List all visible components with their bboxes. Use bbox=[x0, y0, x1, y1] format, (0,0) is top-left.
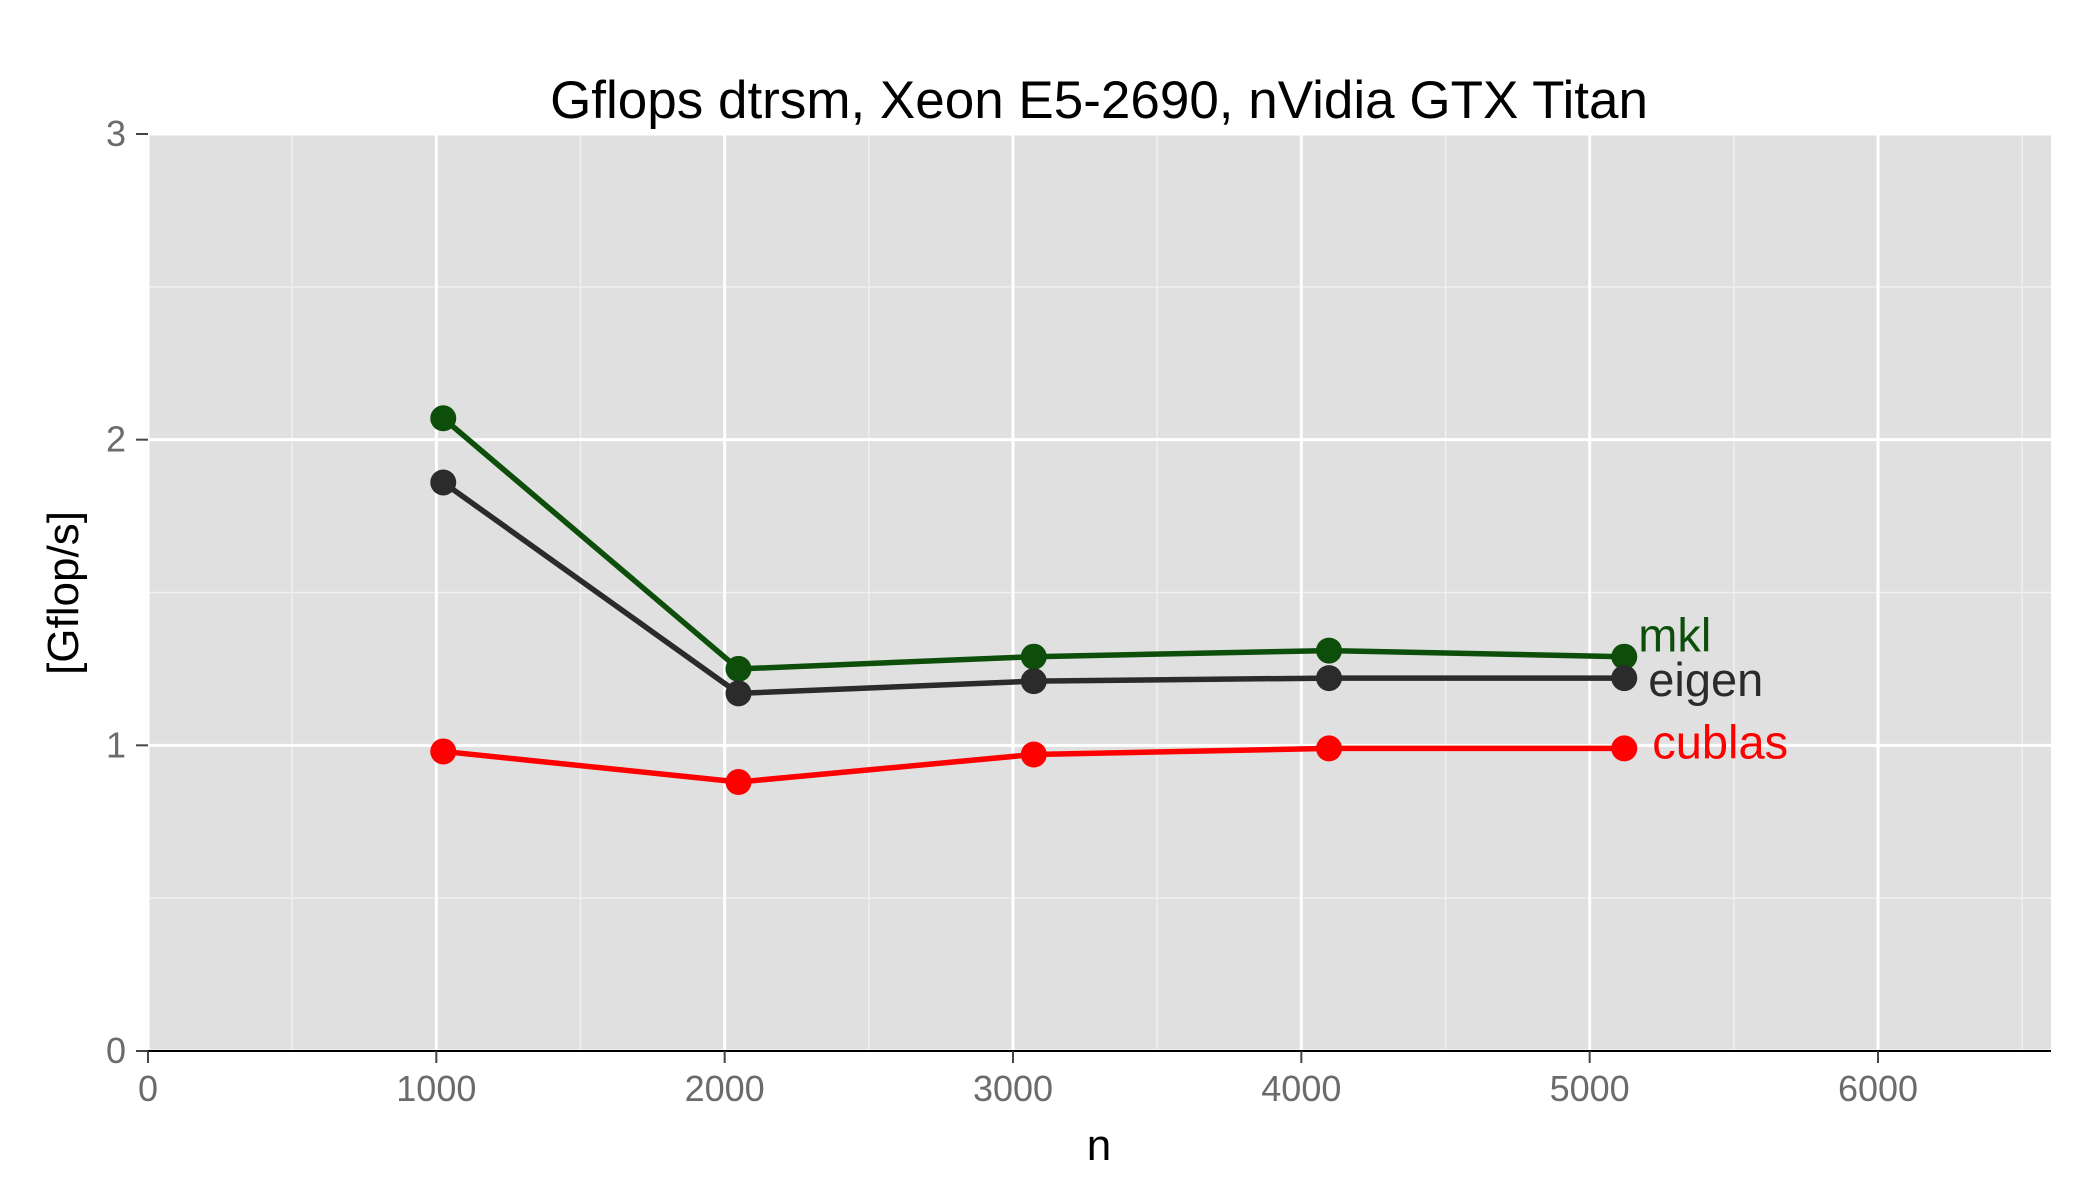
data-point-mkl bbox=[1611, 643, 1638, 670]
x-tick-label: 5000 bbox=[1550, 1068, 1630, 1109]
series-label-cublas: cublas bbox=[1652, 715, 1788, 768]
y-tick-label: 2 bbox=[106, 419, 126, 460]
data-point-cublas bbox=[1611, 735, 1638, 762]
y-tick-label: 0 bbox=[106, 1030, 126, 1071]
data-point-cublas bbox=[1020, 741, 1047, 768]
x-tick-label: 0 bbox=[138, 1068, 158, 1109]
y-tick-label: 3 bbox=[106, 113, 126, 154]
grid bbox=[146, 132, 2051, 1053]
x-axis-title: n bbox=[1087, 1121, 1111, 1170]
data-point-cublas bbox=[1316, 735, 1343, 762]
data-point-eigen bbox=[1316, 665, 1343, 692]
data-point-mkl bbox=[1020, 643, 1047, 670]
series-label-eigen: eigen bbox=[1648, 653, 1763, 706]
series-eigen: eigen bbox=[430, 469, 1763, 707]
series-label-mkl: mkl bbox=[1638, 609, 1711, 662]
data-point-mkl bbox=[430, 405, 457, 432]
series-mkl: mkl bbox=[430, 405, 1711, 682]
x-tick-label: 3000 bbox=[973, 1068, 1053, 1109]
data-point-eigen bbox=[1020, 668, 1047, 695]
y-tick-label: 1 bbox=[106, 724, 126, 765]
x-tick-label: 2000 bbox=[685, 1068, 765, 1109]
x-tick-label: 1000 bbox=[396, 1068, 476, 1109]
axes: 0 1000 2000 3000 4000 5000 6000 0 1 2 3 bbox=[106, 113, 2051, 1109]
x-tick-label: 6000 bbox=[1838, 1068, 1918, 1109]
data-point-eigen bbox=[1611, 665, 1638, 692]
data-point-mkl bbox=[1316, 637, 1343, 664]
data-point-eigen bbox=[430, 469, 457, 496]
data-point-cublas bbox=[430, 738, 457, 765]
y-axis-title: [Gflop/s] bbox=[39, 511, 88, 675]
chart-title: Gflops dtrsm, Xeon E5-2690, nVidia GTX T… bbox=[550, 71, 1648, 130]
data-point-cublas bbox=[725, 769, 752, 796]
data-point-eigen bbox=[725, 680, 752, 707]
data-point-mkl bbox=[725, 655, 752, 682]
x-tick-label: 4000 bbox=[1261, 1068, 1341, 1109]
series-cublas: cublas bbox=[430, 715, 1788, 796]
